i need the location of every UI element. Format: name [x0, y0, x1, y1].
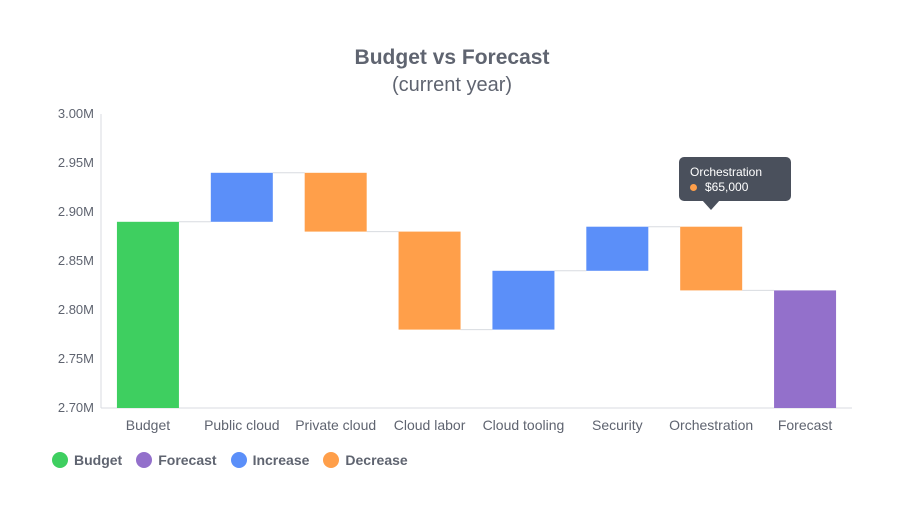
- tooltip-title: Orchestration: [690, 165, 763, 179]
- x-tick-label: Public cloud: [204, 417, 280, 433]
- y-tick-label: 3.00M: [58, 106, 94, 121]
- chart-subtitle: (current year): [391, 74, 513, 96]
- bar-cloud-labor[interactable]: [398, 231, 461, 330]
- legend-item-increase[interactable]: Increase: [230, 452, 310, 468]
- legend-label: Budget: [74, 452, 123, 468]
- legend-item-decrease[interactable]: Decrease: [323, 452, 408, 468]
- legend-marker: [230, 452, 247, 468]
- legend-label: Forecast: [158, 452, 217, 468]
- x-tick-label: Cloud labor: [394, 417, 466, 433]
- tooltip-value: $65,000: [705, 180, 749, 194]
- x-tick-label: Orchestration: [669, 417, 753, 433]
- bar-cloud-tooling[interactable]: [492, 270, 555, 330]
- legend-marker: [52, 452, 68, 468]
- x-tick-label: Cloud tooling: [483, 417, 565, 433]
- bar-security[interactable]: [586, 226, 649, 271]
- connector-lines: [178, 172, 775, 331]
- y-tick-label: 2.85M: [58, 253, 94, 268]
- y-tick-label: 2.95M: [58, 155, 94, 170]
- bars: [116, 172, 837, 408]
- legend-label: Increase: [252, 452, 310, 468]
- x-tick-label: Budget: [126, 417, 170, 433]
- y-tick-label: 2.80M: [58, 302, 94, 317]
- y-tick-label: 2.75M: [58, 351, 94, 366]
- y-tick-label: 2.90M: [58, 204, 94, 219]
- tooltip: Orchestration $65,000: [679, 157, 791, 210]
- legend-marker: [323, 452, 340, 468]
- bar-forecast[interactable]: [774, 290, 837, 408]
- x-axis: Budget Public cloud Private cloud Cloud lab…: [126, 417, 833, 433]
- x-tick-label: Security: [592, 417, 643, 433]
- y-axis: 2.70M 2.75M 2.80M 2.85M 2.90M 2.95M 3.00M: [58, 106, 852, 415]
- legend-marker: [136, 452, 153, 468]
- legend-item-budget[interactable]: Budget: [52, 452, 122, 468]
- x-tick-label: Forecast: [778, 417, 833, 433]
- legend-label: Decrease: [345, 452, 408, 468]
- bar-private-cloud[interactable]: [304, 172, 367, 232]
- bar-budget[interactable]: [116, 221, 179, 408]
- tooltip-marker: [690, 183, 697, 191]
- x-tick-label: Private cloud: [295, 417, 376, 433]
- y-tick-label: 2.70M: [58, 400, 94, 415]
- bar-orchestration[interactable]: [680, 226, 743, 291]
- legend: Budget Forecast Increase Decrease: [52, 452, 408, 468]
- bar-public-cloud[interactable]: [210, 172, 273, 222]
- legend-item-forecast[interactable]: Forecast: [136, 452, 217, 468]
- tooltip-row: $65,000: [690, 180, 748, 194]
- chart-title: Budget vs Forecast: [354, 46, 550, 69]
